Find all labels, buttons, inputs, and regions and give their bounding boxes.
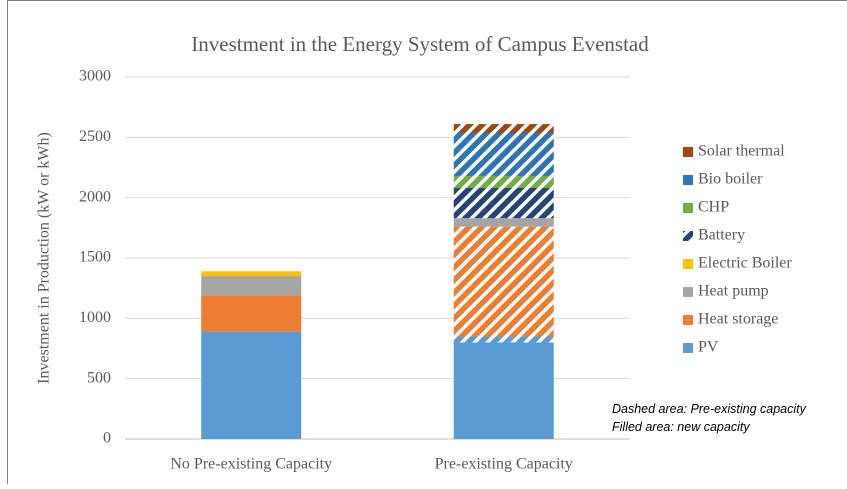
legend-swatch [683,343,693,353]
y-tick-label: 2000 [79,188,111,205]
hatched-bar-segment [454,176,554,188]
y-tick-label: 2500 [79,128,111,145]
x-tick-label: No Pre-existing Capacity [170,456,332,473]
y-tick-label: 0 [103,430,111,447]
legend-swatch [683,175,693,185]
legend-swatch [683,203,693,213]
legend-swatch [683,259,693,269]
legend-label: Solar thermal [698,143,785,160]
y-tick-label: 3000 [79,68,111,85]
bar-segment [201,276,301,295]
legend-label: CHP [698,199,729,216]
y-tick-label: 500 [87,369,111,386]
bar-segment [454,218,554,226]
bar-segment [201,332,301,439]
y-tick-label: 1000 [79,309,111,326]
hatched-bar-segment [454,124,554,132]
legend-swatch [683,287,693,297]
bar-segment [201,271,301,276]
hatched-bar-segment [454,133,554,176]
hatched-bar-segment [454,188,554,218]
legend-label: PV [698,339,719,356]
legend-label: Electric Boiler [698,255,792,272]
bar-segment [454,342,554,439]
annotation: Dashed area: Pre-existing capacity [612,400,812,418]
chart-title: Investment in the Energy System of Campu… [191,32,649,56]
legend-label: Heat pump [698,283,769,300]
bar-segment [201,295,301,331]
legend-swatch [683,147,693,157]
legend-label: Heat storage [698,311,778,328]
x-tick-label: Pre-existing Capacity [435,456,573,473]
annotation: Filled area: new capacity [612,418,812,436]
legend-label: Battery [698,227,745,244]
legend-label: Bio boiler [698,171,763,188]
legend-swatch [683,315,693,325]
annotations: Dashed area: Pre-existing capacity Fille… [612,400,812,436]
y-axis-label: Investment in Production (kW or kWh) [36,132,53,384]
hatched-bar-segment [454,227,554,337]
legend-swatch [683,231,693,241]
hatched-bar-segment [454,336,554,342]
y-tick-label: 1500 [79,249,111,266]
